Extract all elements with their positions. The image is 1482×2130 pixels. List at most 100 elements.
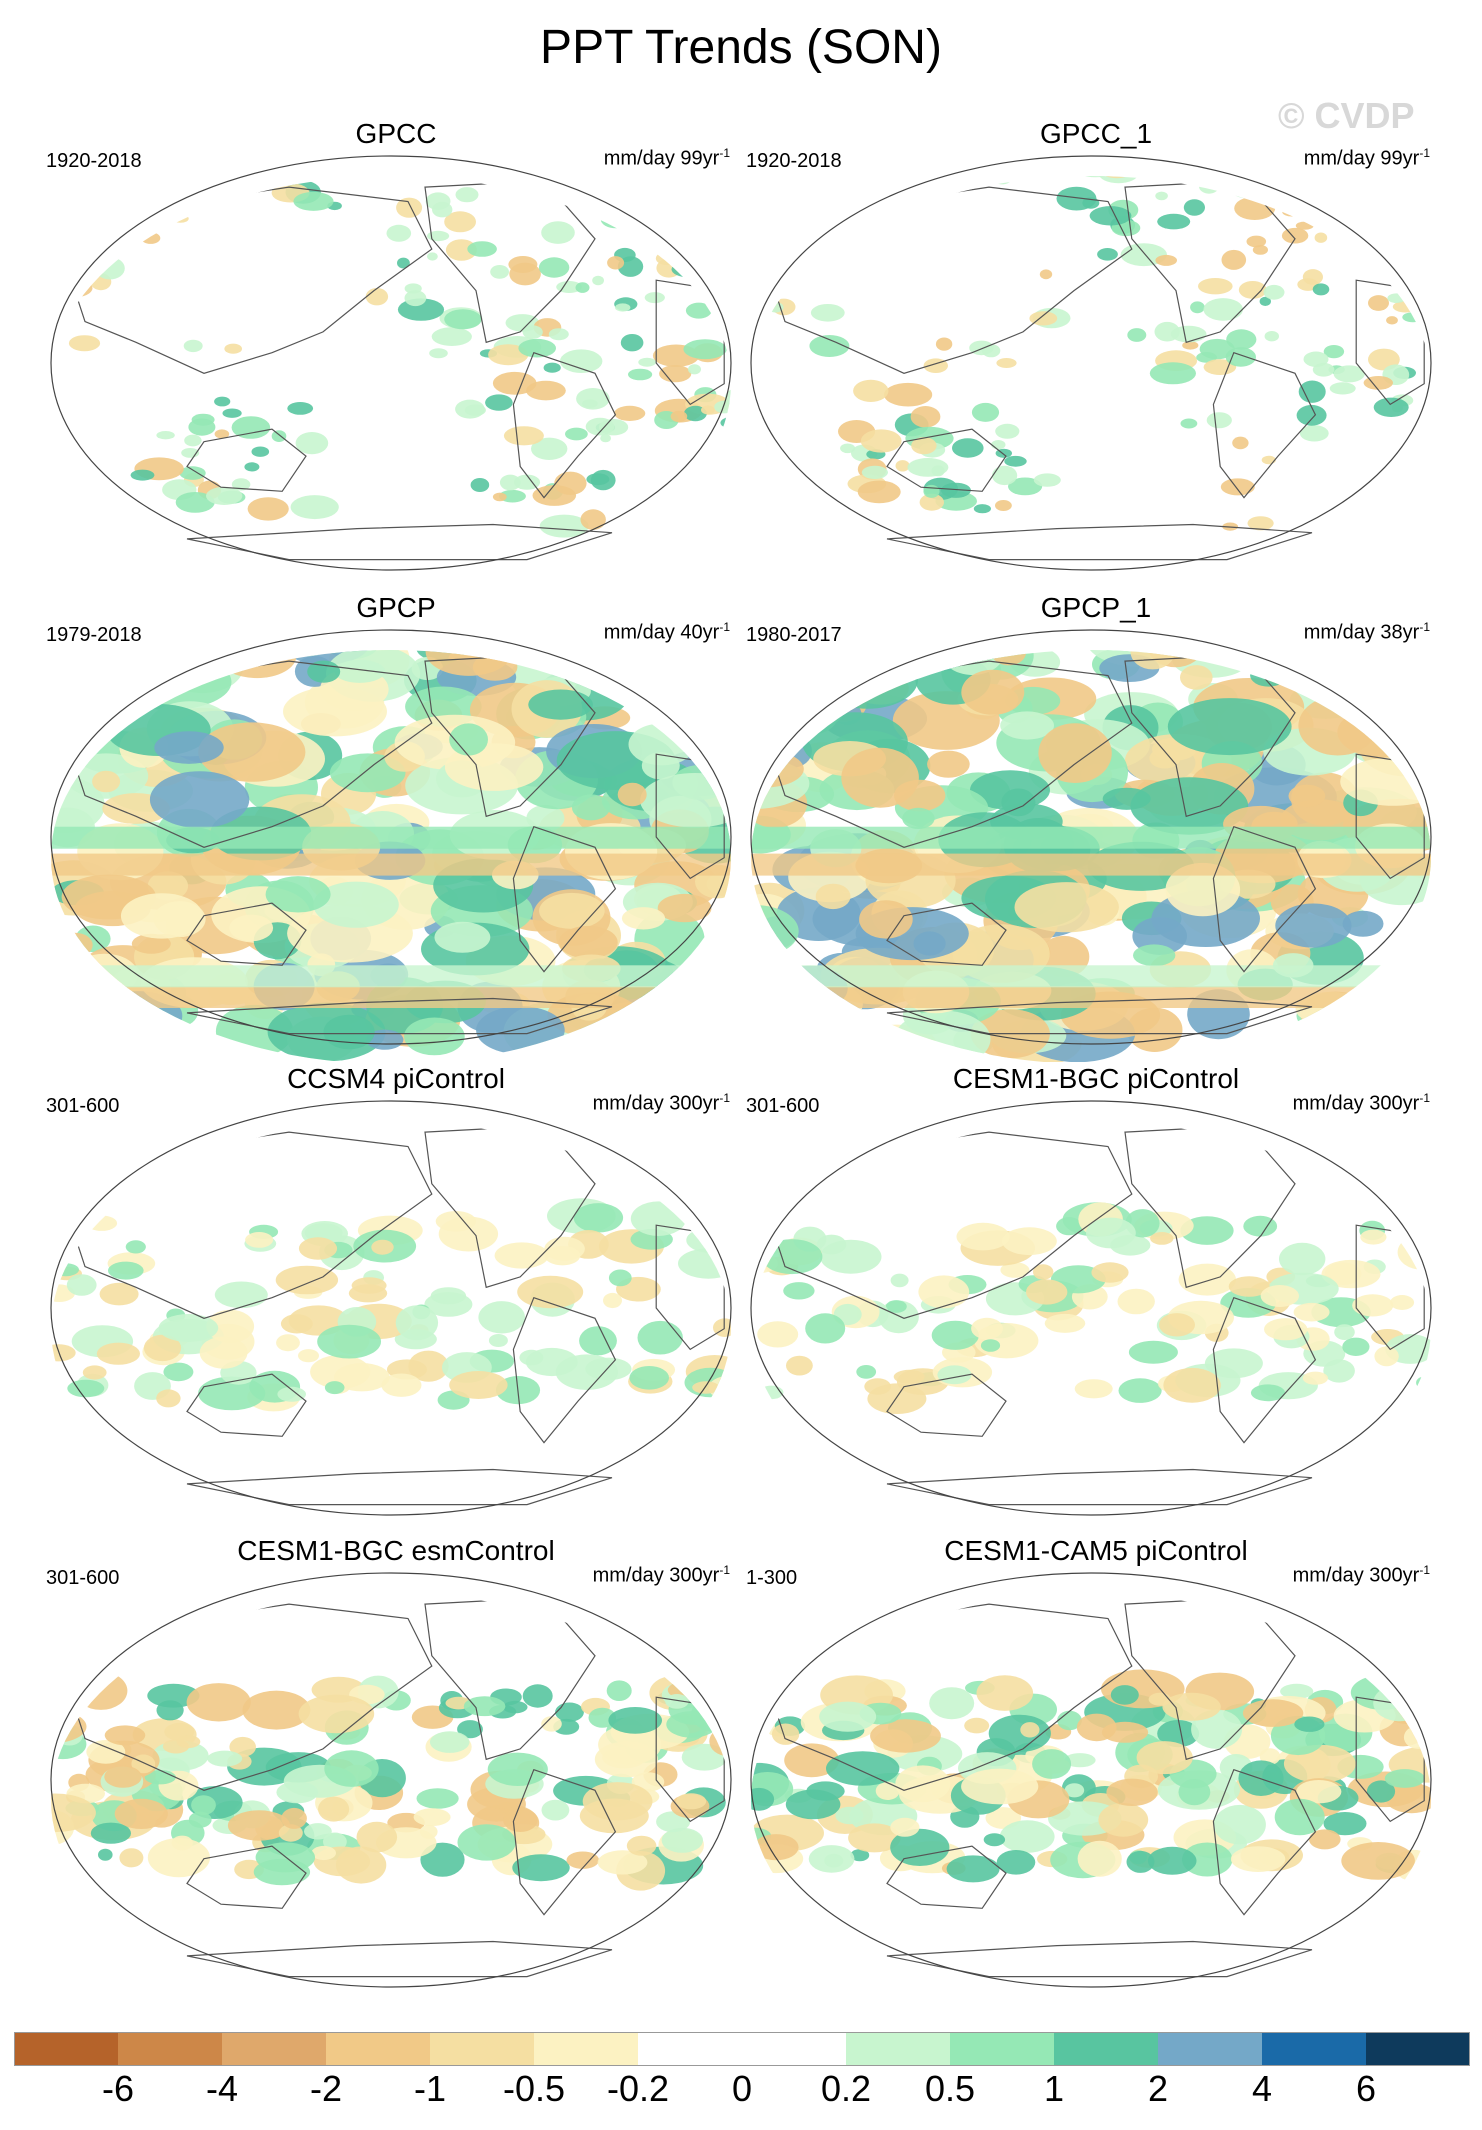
trend-patch bbox=[692, 1381, 720, 1394]
trend-patch bbox=[614, 405, 646, 421]
trend-band bbox=[751, 853, 1431, 876]
trend-patch bbox=[150, 1021, 197, 1045]
trend-patch bbox=[207, 1750, 243, 1767]
units-text: mm/day 99yr bbox=[603, 147, 720, 170]
trend-patch bbox=[911, 437, 937, 455]
trend-patch bbox=[1163, 1367, 1221, 1403]
trend-patch bbox=[964, 1717, 990, 1734]
units-exponent: -1 bbox=[719, 146, 730, 160]
trend-patch bbox=[1238, 281, 1267, 299]
trend-patch bbox=[771, 1723, 800, 1745]
trend-patch bbox=[1252, 245, 1268, 255]
trend-patch bbox=[502, 1700, 528, 1714]
trend-patch bbox=[753, 678, 827, 720]
trend-patch bbox=[485, 394, 513, 411]
trend-patch bbox=[1298, 380, 1326, 403]
trend-patch bbox=[66, 1274, 97, 1296]
trend-patch bbox=[860, 429, 902, 453]
trend-patch bbox=[885, 1300, 907, 1313]
trend-patch bbox=[96, 1342, 140, 1365]
trend-patch bbox=[1294, 1716, 1325, 1732]
trend-patch bbox=[637, 1320, 683, 1355]
trend-patch bbox=[1130, 650, 1175, 670]
trend-patch bbox=[819, 1701, 877, 1732]
trend-patch bbox=[1323, 345, 1345, 359]
coastline bbox=[886, 997, 1313, 1035]
trend-patch bbox=[539, 514, 589, 538]
trend-patch bbox=[826, 1751, 900, 1786]
coastline bbox=[1212, 351, 1317, 499]
trend-patch bbox=[490, 265, 509, 279]
trend-patch bbox=[68, 335, 101, 352]
trend-patch bbox=[98, 1848, 113, 1861]
trend-patch bbox=[853, 379, 889, 402]
trend-patch bbox=[1182, 341, 1199, 350]
trend-patch bbox=[919, 493, 944, 511]
trend-patch bbox=[835, 1806, 864, 1825]
trend-patch bbox=[1026, 1279, 1068, 1305]
colorbar-tick-label: 6 bbox=[1355, 2068, 1377, 2109]
trend-patch bbox=[449, 1371, 508, 1399]
trend-patch bbox=[579, 1326, 617, 1356]
trend-patch bbox=[509, 262, 541, 286]
trend-patch bbox=[992, 176, 1013, 185]
trend-patch bbox=[154, 731, 224, 764]
trend-patch bbox=[513, 474, 541, 490]
trend-patch bbox=[600, 434, 611, 443]
units-text: mm/day 38yr bbox=[1303, 621, 1420, 644]
trend-patch bbox=[1302, 269, 1323, 285]
coastline bbox=[67, 660, 433, 848]
trend-patch bbox=[108, 654, 232, 710]
trend-patch bbox=[1254, 650, 1330, 681]
trend-patch bbox=[751, 980, 814, 1022]
colorbar-tick-label: -4 bbox=[205, 2068, 239, 2109]
trend-patch bbox=[956, 1222, 1010, 1251]
trend-patch bbox=[455, 187, 479, 203]
colorbar-segment bbox=[1158, 2032, 1263, 2066]
trend-band bbox=[51, 853, 731, 876]
map-border bbox=[50, 1572, 732, 1988]
trend-patch bbox=[1293, 1302, 1330, 1322]
trend-patch bbox=[628, 368, 653, 381]
trend-patch bbox=[1416, 1376, 1431, 1389]
trend-patch bbox=[1014, 882, 1119, 933]
colorbar-segment bbox=[534, 2032, 639, 2066]
trend-patch bbox=[1128, 1340, 1178, 1364]
trend-patch bbox=[171, 1835, 193, 1851]
trend-patch bbox=[293, 191, 334, 211]
trend-patch bbox=[1183, 199, 1205, 216]
coastline bbox=[512, 825, 617, 973]
trend-patch bbox=[608, 1269, 632, 1287]
trend-patch bbox=[629, 1366, 669, 1390]
trend-band bbox=[51, 986, 731, 1008]
trend-patch bbox=[1182, 1842, 1233, 1877]
world-map bbox=[50, 1100, 732, 1516]
trend-patch bbox=[1228, 1276, 1270, 1297]
trend-patch bbox=[95, 257, 125, 280]
trend-patch bbox=[1237, 176, 1268, 179]
trend-patch bbox=[805, 1313, 846, 1344]
trend-patch bbox=[1155, 254, 1177, 266]
map-panel: CESM1-BGC esmControl 301-600 mm/day 300yr-… bbox=[46, 1535, 746, 2005]
trend-patch bbox=[1098, 176, 1139, 184]
trend-patch bbox=[492, 492, 507, 502]
trend-patch bbox=[1178, 1263, 1236, 1296]
trend-patch bbox=[245, 1232, 274, 1248]
trend-patch bbox=[751, 650, 808, 697]
trend-patch bbox=[200, 650, 262, 657]
trend-patch bbox=[429, 348, 448, 359]
trend-band bbox=[751, 965, 1431, 988]
units-text: mm/day 300yr bbox=[592, 1564, 720, 1587]
trend-patch bbox=[457, 1824, 516, 1861]
trend-patch bbox=[522, 325, 543, 339]
trend-patch bbox=[1213, 1804, 1266, 1845]
trend-patch bbox=[890, 1273, 909, 1288]
trend-patch bbox=[759, 1385, 784, 1400]
trend-patch bbox=[1056, 186, 1097, 211]
trend-patch bbox=[155, 660, 195, 686]
colorbar-segment bbox=[638, 2032, 743, 2066]
trend-patch bbox=[281, 1807, 307, 1829]
trend-patch bbox=[783, 1282, 815, 1300]
trend-patch bbox=[334, 659, 386, 683]
trend-patch bbox=[1000, 711, 1054, 740]
